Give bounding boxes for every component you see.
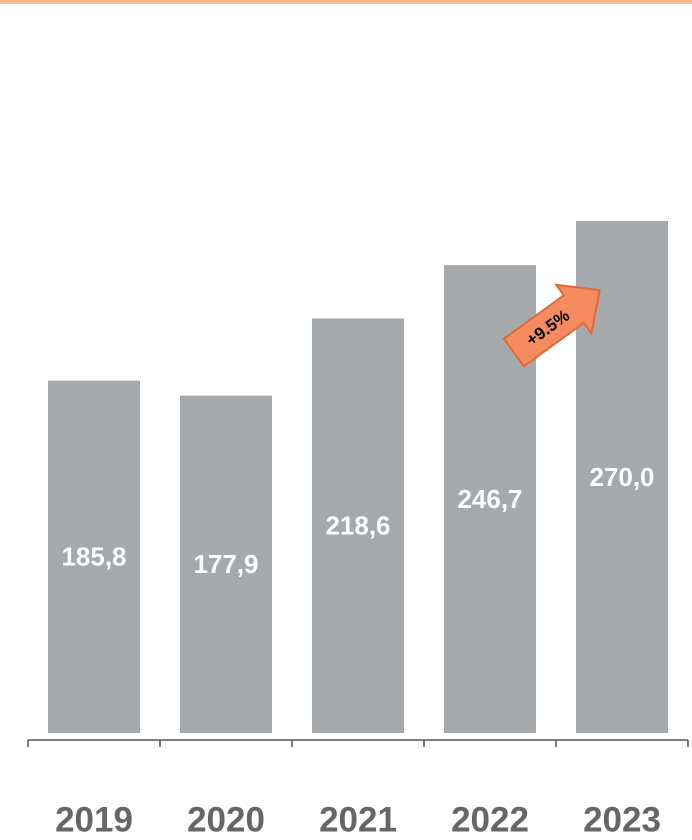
x-tick-label: 2023 [583, 800, 661, 839]
overlay: 185,8 2019 177,9 2020 218,6 2021 246,7 2022 270,… [27, 462, 689, 839]
arrow-shape [502, 283, 601, 368]
value-label: 218,6 [325, 511, 390, 541]
top-rule [0, 0, 692, 4]
value-label: 270,0 [589, 462, 654, 492]
value-label: 185,8 [61, 542, 126, 572]
x-tick-label: 2021 [319, 800, 397, 839]
bar [48, 380, 140, 733]
x-tick-label: 2019 [55, 800, 133, 839]
bar [312, 318, 404, 733]
value-label: 177,9 [193, 549, 258, 579]
x-tick-label: 2020 [187, 800, 265, 839]
bar [180, 395, 272, 733]
value-label: 246,7 [457, 484, 522, 514]
x-tick-label: 2022 [451, 800, 529, 839]
